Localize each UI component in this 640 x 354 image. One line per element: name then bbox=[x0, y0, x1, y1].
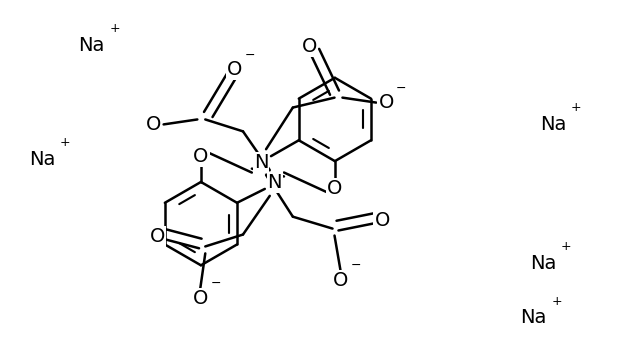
Text: +: + bbox=[551, 295, 562, 308]
Text: Na: Na bbox=[79, 35, 105, 55]
Text: O: O bbox=[146, 115, 161, 134]
Text: −: − bbox=[396, 82, 406, 95]
Text: −: − bbox=[211, 277, 221, 290]
Text: +: + bbox=[109, 22, 120, 35]
Text: −: − bbox=[350, 259, 361, 272]
Text: Na: Na bbox=[29, 150, 56, 169]
Text: O: O bbox=[193, 289, 208, 308]
Text: Na: Na bbox=[520, 308, 547, 327]
Text: O: O bbox=[150, 227, 165, 246]
Text: Na: Na bbox=[530, 254, 556, 273]
Text: N: N bbox=[254, 153, 268, 172]
Text: −: − bbox=[245, 49, 255, 62]
Text: N: N bbox=[268, 173, 282, 193]
Text: O: O bbox=[327, 179, 342, 198]
Text: +: + bbox=[561, 240, 572, 253]
Text: +: + bbox=[571, 102, 582, 114]
Text: Na: Na bbox=[540, 115, 566, 134]
Text: O: O bbox=[378, 93, 394, 112]
Text: +: + bbox=[60, 136, 70, 149]
Text: O: O bbox=[374, 211, 390, 230]
Text: O: O bbox=[333, 271, 348, 290]
Text: O: O bbox=[193, 147, 209, 166]
Text: O: O bbox=[227, 60, 243, 79]
Text: O: O bbox=[302, 36, 317, 56]
